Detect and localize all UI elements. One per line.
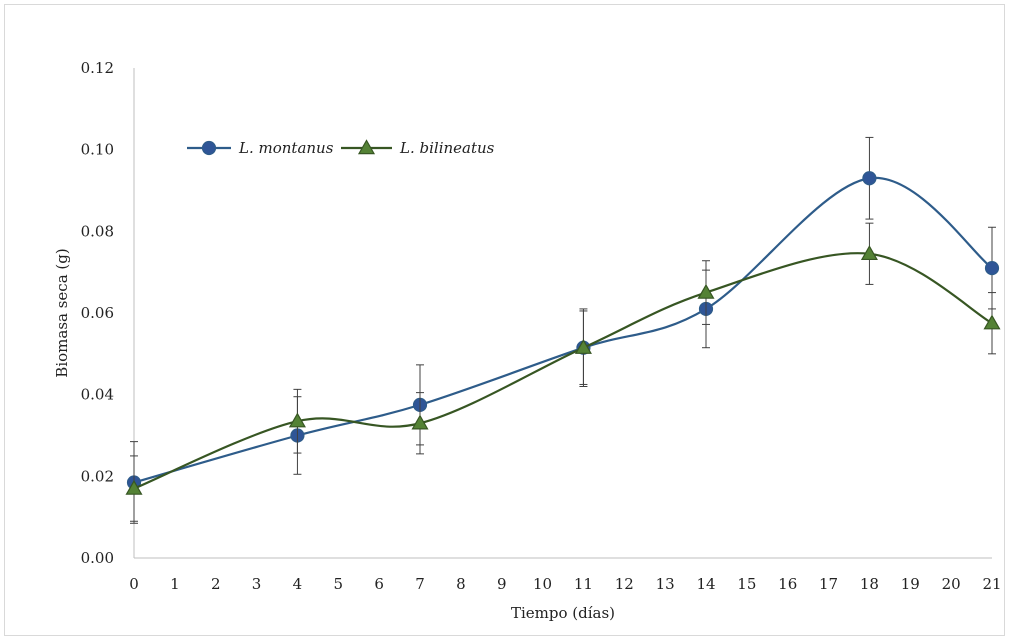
x-tick-labels: 0 1 2 3 4 5 6 7 8 9 10 11 12 13 14 15 16 17 18 19 20 21	[129, 575, 1001, 593]
x-tick-label: 9	[497, 575, 507, 593]
error-bars	[130, 222, 996, 522]
y-tick-label: 0.02	[81, 467, 114, 485]
legend-marker	[357, 139, 376, 155]
data-point	[984, 260, 1000, 276]
legend-marker	[201, 140, 217, 156]
series-layer	[125, 136, 1001, 524]
data-point	[288, 412, 306, 428]
x-tick-label: 16	[778, 575, 797, 593]
chart-frame	[4, 4, 1005, 636]
y-tick-label: 0.12	[81, 59, 114, 77]
x-tick-label: 5	[334, 575, 344, 593]
x-tick-label: 3	[252, 575, 262, 593]
data-point	[860, 245, 878, 261]
y-tick-label: 0.06	[81, 304, 114, 322]
x-tick-label: 12	[615, 575, 634, 593]
x-tick-label: 10	[533, 575, 552, 593]
x-tick-label: 18	[860, 575, 879, 593]
series-line	[133, 252, 993, 490]
x-tick-label: 15	[737, 575, 756, 593]
y-tick-label: 0.10	[81, 141, 114, 159]
series-line	[133, 176, 993, 484]
y-tick-label: 0.00	[81, 549, 114, 567]
data-point	[697, 283, 715, 299]
x-tick-label: 19	[901, 575, 920, 593]
x-tick-label: 7	[415, 575, 425, 593]
x-tick-label: 21	[982, 575, 1001, 593]
x-tick-label: 0	[129, 575, 139, 593]
legend-entry: L. bilineatus	[341, 139, 495, 157]
legend-entry: L. montanus	[187, 139, 334, 157]
series-2	[125, 222, 1001, 522]
error-bars	[130, 136, 996, 524]
x-tick-label: 17	[819, 575, 838, 593]
data-point	[574, 338, 592, 354]
series-1	[126, 136, 1000, 524]
x-tick-label: 11	[574, 575, 593, 593]
y-tick-labels: 0.00 0.02 0.04 0.06 0.08 0.10 0.12	[81, 59, 114, 567]
data-point	[125, 479, 143, 495]
data-point	[983, 314, 1001, 330]
x-tick-label: 14	[696, 575, 715, 593]
x-axis-title: Tiempo (días)	[511, 604, 615, 622]
data-point	[411, 414, 429, 430]
x-tick-label: 13	[656, 575, 675, 593]
x-tick-label: 20	[942, 575, 961, 593]
x-tick-label: 6	[374, 575, 384, 593]
data-point	[862, 171, 877, 186]
x-tick-label: 1	[170, 575, 180, 593]
y-tick-label: 0.04	[81, 386, 114, 404]
legend-label: L. montanus	[238, 139, 334, 157]
legend-label: L. bilineatus	[399, 139, 495, 157]
legend: L. montanus L. bilineatus	[187, 139, 495, 157]
y-axis-title: Biomasa seca (g)	[53, 248, 71, 377]
x-tick-label: 2	[211, 575, 221, 593]
x-tick-label: 4	[293, 575, 303, 593]
y-tick-label: 0.08	[81, 222, 114, 240]
x-tick-label: 8	[456, 575, 466, 593]
